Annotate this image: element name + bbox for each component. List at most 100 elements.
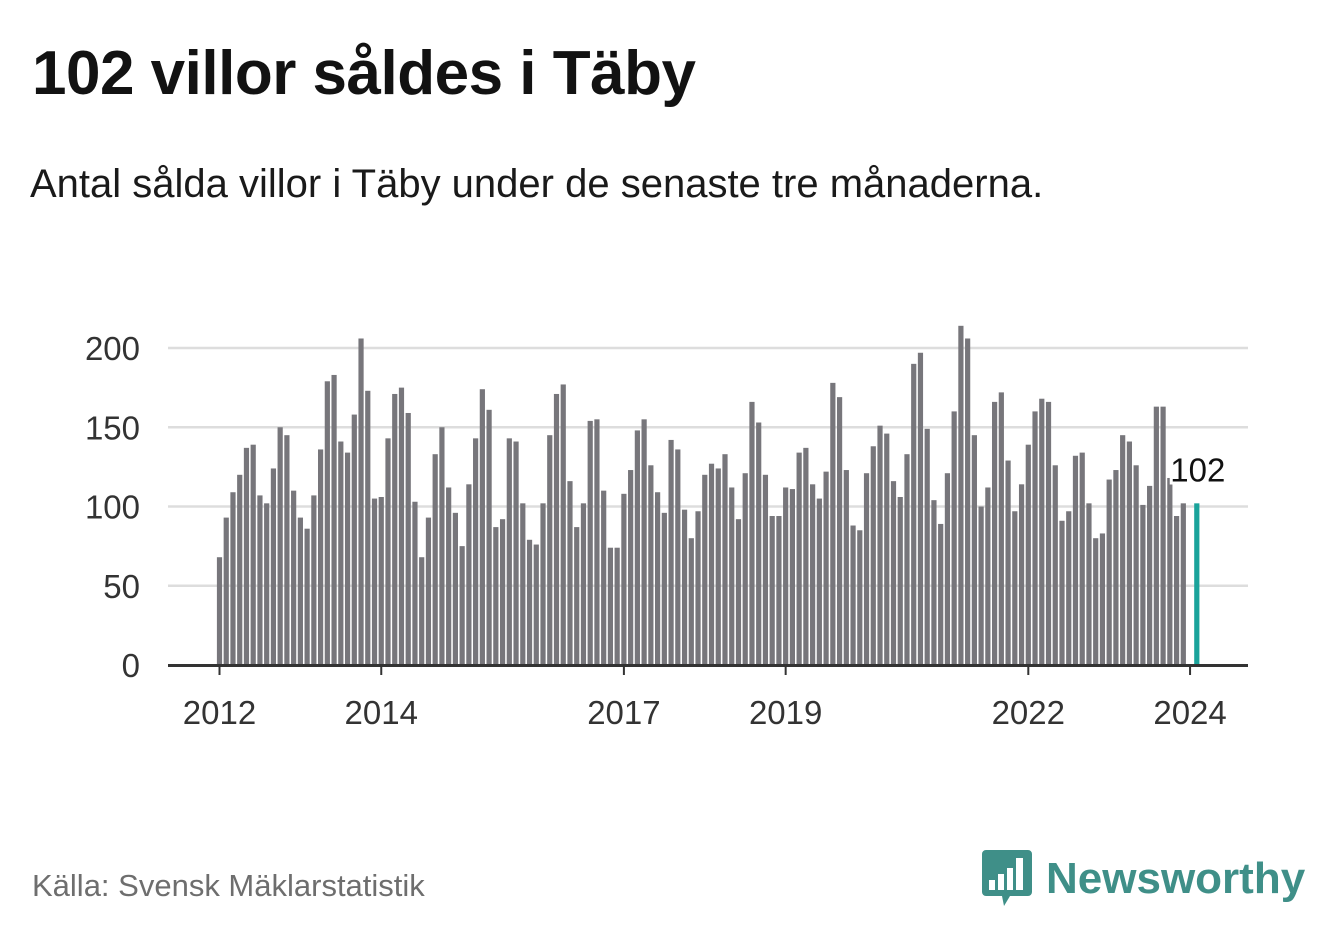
bar — [688, 538, 694, 665]
bar — [1173, 516, 1180, 665]
bar — [1153, 406, 1159, 665]
newsworthy-logo[interactable]: Newsworthy — [980, 848, 1305, 910]
y-tick-label: 100 — [85, 489, 140, 526]
bar — [890, 481, 897, 665]
bar — [547, 435, 553, 665]
bar — [931, 500, 937, 665]
bar — [810, 484, 816, 665]
bar — [762, 474, 769, 665]
bar — [884, 433, 890, 665]
bar — [540, 503, 546, 665]
bar — [486, 409, 492, 665]
brand-name: Newsworthy — [1046, 854, 1306, 903]
bar — [270, 468, 277, 665]
bar — [836, 397, 843, 665]
bar — [425, 517, 432, 665]
bar — [722, 454, 728, 665]
bar — [371, 498, 378, 665]
bar — [553, 393, 560, 665]
bar — [412, 501, 418, 665]
bar — [958, 325, 964, 665]
bar — [823, 471, 829, 665]
bar — [749, 401, 755, 665]
bar — [318, 449, 324, 665]
bar — [1180, 503, 1186, 665]
bar — [277, 427, 283, 665]
bar — [681, 509, 688, 665]
x-axis-ticks: 2012 2014 2017 2019 2022 2024 — [183, 665, 1227, 731]
bar — [641, 419, 647, 665]
bar — [580, 503, 587, 665]
source-note: Källa: Svensk Mäklarstatistik — [32, 868, 425, 903]
bar — [655, 492, 661, 665]
bar — [911, 363, 917, 665]
bar — [857, 530, 863, 665]
bar — [493, 527, 499, 665]
y-tick-label: 50 — [103, 568, 140, 605]
bar — [1012, 511, 1018, 665]
bar — [1066, 511, 1072, 665]
bar — [1160, 406, 1166, 665]
bar — [628, 470, 634, 665]
bar — [1018, 484, 1025, 665]
bar — [452, 512, 458, 665]
bar — [1113, 470, 1119, 665]
bar — [365, 390, 371, 665]
bar — [1059, 520, 1065, 665]
bar — [1099, 533, 1106, 665]
highlight-value-label: 102 — [1170, 451, 1225, 488]
bar — [459, 546, 465, 665]
bar — [405, 412, 411, 665]
y-tick-label: 200 — [85, 330, 140, 367]
bar — [398, 387, 405, 665]
bar — [708, 463, 715, 665]
bar — [742, 473, 748, 665]
bar — [971, 435, 977, 665]
bar — [1167, 477, 1173, 665]
bar — [237, 474, 243, 665]
bar — [870, 446, 876, 665]
bar — [1120, 435, 1126, 665]
chart-title: 102 villor såldes i Täby — [32, 39, 696, 108]
bar — [385, 438, 391, 665]
y-tick-label: 0 — [122, 647, 140, 684]
bar — [324, 381, 330, 665]
bar — [843, 470, 849, 665]
x-tick-label: 2017 — [587, 694, 660, 731]
bar — [1039, 398, 1045, 665]
bar — [621, 493, 627, 665]
bar — [344, 452, 351, 665]
bar — [965, 338, 971, 665]
bar — [250, 444, 256, 665]
bar — [351, 414, 357, 665]
bar — [1052, 465, 1058, 665]
bar — [904, 454, 910, 665]
bar — [560, 384, 566, 665]
bar — [378, 496, 384, 665]
bar — [587, 420, 593, 665]
bar — [439, 427, 445, 665]
bar — [1079, 452, 1085, 665]
bar — [520, 503, 526, 665]
bar — [243, 447, 250, 665]
bar — [614, 547, 620, 665]
bar — [695, 511, 701, 665]
bar — [291, 490, 297, 665]
bar — [978, 506, 984, 665]
bar — [506, 438, 512, 665]
bar — [850, 525, 856, 665]
gridlines — [168, 346, 1248, 587]
bar — [789, 489, 795, 665]
y-tick-label: 150 — [85, 409, 140, 446]
x-tick-label: 2012 — [183, 694, 256, 731]
bar — [533, 544, 539, 665]
bar — [944, 473, 951, 665]
bar — [473, 438, 479, 665]
bar — [311, 495, 317, 665]
bar — [1032, 411, 1038, 665]
bar — [803, 447, 809, 665]
bar — [479, 389, 485, 665]
bar — [756, 422, 762, 665]
bar — [1140, 504, 1146, 665]
